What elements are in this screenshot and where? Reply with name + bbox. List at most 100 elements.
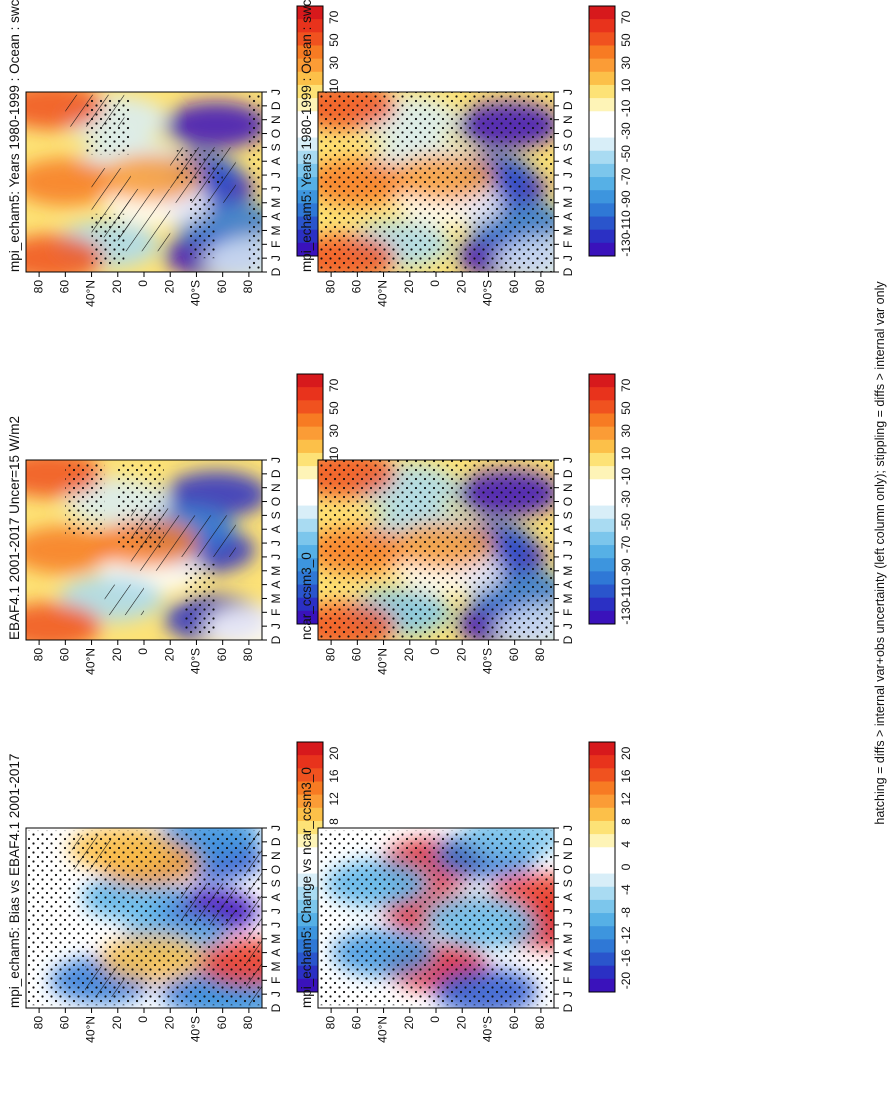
x-tick-label: M [561, 198, 575, 208]
stipple-region [318, 92, 554, 272]
colorbar-label: 10 [327, 447, 341, 461]
x-tick-label: D [269, 267, 283, 276]
colorbar-swatch [297, 58, 323, 73]
x-tick-label: S [269, 143, 283, 151]
colorbar-swatch [589, 111, 615, 125]
colorbar-label: -50 [619, 145, 633, 163]
colorbar-swatch [297, 203, 323, 218]
colorbar-swatch [589, 913, 615, 927]
x-tick-label: J [561, 922, 575, 928]
figure-footnote: hatching = diffs > internal var+obs unce… [873, 281, 887, 825]
x-tick-label: J [269, 825, 283, 831]
x-tick-label: J [269, 623, 283, 629]
y-tick-label: 80 [241, 280, 255, 294]
field-blob [203, 237, 262, 272]
colorbar-label: -8 [619, 907, 633, 918]
colorbar-swatch [589, 216, 615, 231]
colorbar-swatch [589, 479, 615, 493]
y-tick-label: 40°N [84, 280, 98, 307]
colorbar-label: 30 [619, 56, 633, 70]
colorbar-swatch [297, 807, 323, 822]
colorbar-label: -130 [619, 600, 633, 624]
colorbar-swatch [589, 387, 615, 401]
colorbar-swatch [589, 781, 615, 796]
y-tick-label: 40°S [481, 648, 495, 674]
colorbar-swatch [589, 886, 615, 901]
colorbar-label: 50 [327, 401, 341, 415]
y-tick-label: 20 [402, 1016, 416, 1030]
colorbar-swatch [589, 374, 615, 388]
y-tick-label: 20 [402, 280, 416, 294]
colorbar: 70 50 30 10 -10 -30 -50 -70 -90 -110-130 [588, 5, 633, 257]
colorbar-swatch [589, 203, 615, 218]
colorbar-swatch [297, 400, 323, 414]
colorbar: 70 50 30 10 -10 -30 -50 -70 -90 -110-130 [588, 373, 633, 625]
y-tick-label: 80 [323, 280, 337, 294]
y-tick-label: 40°N [376, 1016, 390, 1043]
colorbar-label: -16 [619, 949, 633, 967]
x-tick-label: F [561, 241, 575, 248]
x-tick-label: S [561, 511, 575, 519]
colorbar-swatch [297, 768, 323, 782]
colorbar-swatch [297, 610, 323, 625]
x-tick-label: J [561, 540, 575, 546]
colorbar-label: 50 [619, 401, 633, 415]
x-tick-label: F [269, 609, 283, 616]
x-tick-label: M [561, 593, 575, 603]
x-tick-label: J [561, 457, 575, 463]
colorbar-label: 70 [327, 10, 341, 24]
x-tick-label: A [561, 581, 575, 589]
hatch-region [65, 94, 125, 127]
y-tick-label: 0 [428, 280, 442, 287]
x-tick-label: M [561, 566, 575, 576]
x-tick-label: M [561, 225, 575, 235]
colorbar-swatch [589, 531, 615, 546]
plot-area [26, 828, 262, 1008]
colorbar-swatch [589, 98, 615, 112]
colorbar: 20 16 12 8 4 0 -4 -8 -12 -16 -20 [588, 741, 633, 993]
x-tick-label: F [269, 241, 283, 248]
colorbar-swatch [589, 518, 615, 533]
colorbar-swatch [589, 597, 615, 612]
x-tick-label: J [269, 89, 283, 95]
colorbar-label: 12 [327, 792, 341, 806]
colorbar-swatch [297, 584, 323, 599]
x-tick-label: A [561, 893, 575, 901]
colorbar-swatch [589, 545, 615, 559]
x-tick-label: N [561, 115, 575, 124]
panel-obs: EBAF4.1 2001-2017 Uncer=15 W/m2 DJFMAMJJA… [7, 373, 341, 675]
colorbar-label: 16 [327, 769, 341, 783]
x-tick-label: O [269, 497, 283, 506]
x-tick-label: M [269, 593, 283, 603]
plot-area [318, 92, 554, 272]
colorbar-swatch [589, 137, 615, 152]
colorbar-label: 16 [619, 769, 633, 783]
x-tick-label: O [269, 129, 283, 138]
y-tick-label: 80 [323, 1016, 337, 1030]
colorbar-swatch [297, 426, 323, 441]
colorbar-swatch [297, 820, 323, 835]
colorbar-swatch [589, 124, 615, 139]
x-tick-label: O [561, 497, 575, 506]
colorbar-swatch [589, 19, 615, 33]
x-tick-label: A [561, 949, 575, 957]
colorbar-swatch [297, 913, 323, 927]
colorbar-label: 20 [619, 746, 633, 760]
colorbar-label: 10 [327, 79, 341, 93]
colorbar-swatch [589, 452, 615, 467]
colorbar-frame [588, 5, 616, 257]
colorbar-swatch [589, 190, 615, 204]
colorbar-swatch [297, 939, 323, 954]
colorbar-swatch [297, 466, 323, 480]
colorbar-swatch [297, 177, 323, 191]
colorbar-swatch [297, 439, 323, 454]
colorbar-swatch [297, 479, 323, 493]
field-blob [164, 101, 262, 149]
y-tick-label: 60 [58, 648, 72, 662]
y-tick-label: 40°N [84, 1016, 98, 1043]
colorbar-swatch [297, 150, 323, 165]
x-tick-label: N [561, 851, 575, 860]
colorbar-label: -130 [619, 232, 633, 256]
